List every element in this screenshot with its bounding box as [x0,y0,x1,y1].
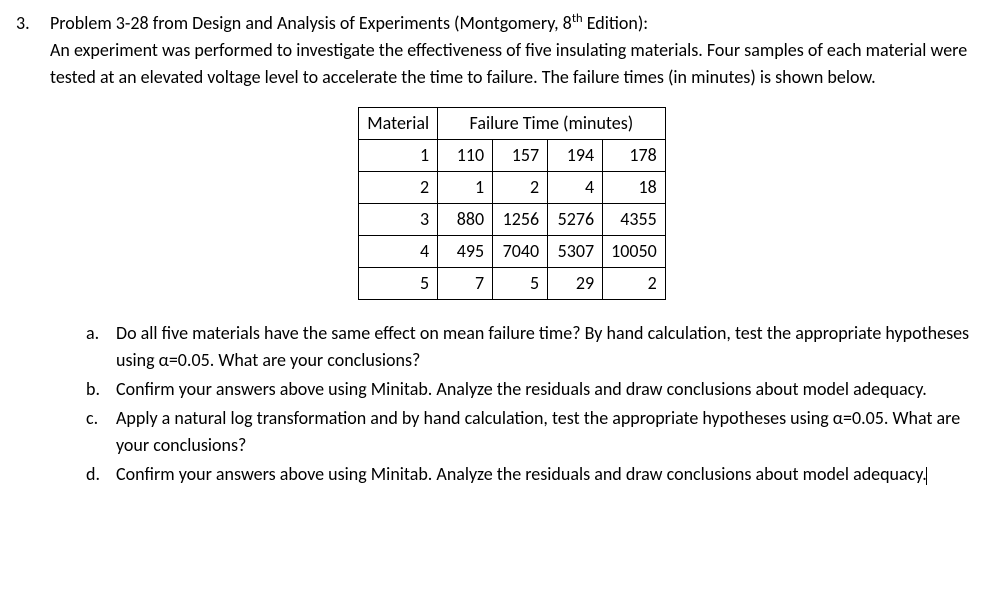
cell-val: 7040 [493,236,548,268]
header-material: Material [359,108,438,140]
intro-line2: An experiment was performed to investiga… [50,39,967,88]
cell-material: 1 [359,140,438,172]
intro-text: Problem 3-28 from Design and Analysis of… [50,10,974,91]
cell-val: 2 [603,268,666,300]
problem-content: Problem 3-28 from Design and Analysis of… [50,10,974,490]
cell-val: 29 [548,268,603,300]
problem-number: 3. [10,10,50,490]
cell-val: 178 [603,140,666,172]
cell-val: 157 [493,140,548,172]
table-row: 3 880 1256 5276 4355 [359,204,665,236]
cell-val: 495 [438,236,493,268]
part-c: c. Apply a natural log transformation an… [86,405,974,459]
cell-val: 18 [603,172,666,204]
table-row: 4 495 7040 5307 10050 [359,236,665,268]
cell-val: 5307 [548,236,603,268]
data-table: Material Failure Time (minutes) 1 110 15… [358,107,665,300]
part-content: Apply a natural log transformation and b… [116,405,974,459]
part-b: b. Confirm your answers above using Mini… [86,376,974,403]
intro-line1-end: Edition): [583,12,648,34]
part-d-text: Confirm your answers above using Minitab… [116,463,927,485]
table-row: 5 7 5 29 2 [359,268,665,300]
part-letter: d. [86,461,116,488]
cell-val: 2 [493,172,548,204]
cell-val: 7 [438,268,493,300]
part-d: d. Confirm your answers above using Mini… [86,461,974,488]
cell-val: 194 [548,140,603,172]
cell-val: 1256 [493,204,548,236]
cell-val: 110 [438,140,493,172]
problem-header: 3. Problem 3-28 from Design and Analysis… [10,10,974,490]
part-letter: a. [86,320,116,374]
part-content: Confirm your answers above using Minitab… [116,461,974,488]
cell-material: 4 [359,236,438,268]
table-row: 2 1 2 4 18 [359,172,665,204]
part-letter: b. [86,376,116,403]
text-cursor [926,467,927,485]
document-container: 3. Problem 3-28 from Design and Analysis… [0,0,1004,500]
cell-material: 3 [359,204,438,236]
part-letter: c. [86,405,116,459]
cell-val: 4355 [603,204,666,236]
part-content: Confirm your answers above using Minitab… [116,376,974,403]
cell-val: 1 [438,172,493,204]
cell-material: 5 [359,268,438,300]
cell-material: 2 [359,172,438,204]
cell-val: 10050 [603,236,666,268]
table-row: 1 110 157 194 178 [359,140,665,172]
cell-val: 5 [493,268,548,300]
cell-val: 5276 [548,204,603,236]
intro-line1: Problem 3-28 from Design and Analysis of… [50,12,572,34]
cell-val: 880 [438,204,493,236]
sub-parts: a. Do all five materials have the same e… [50,320,974,488]
part-content: Do all five materials have the same effe… [116,320,974,374]
table-header-row: Material Failure Time (minutes) [359,108,665,140]
cell-val: 4 [548,172,603,204]
intro-super: th [572,11,583,26]
header-failure: Failure Time (minutes) [438,108,666,140]
part-a: a. Do all five materials have the same e… [86,320,974,374]
